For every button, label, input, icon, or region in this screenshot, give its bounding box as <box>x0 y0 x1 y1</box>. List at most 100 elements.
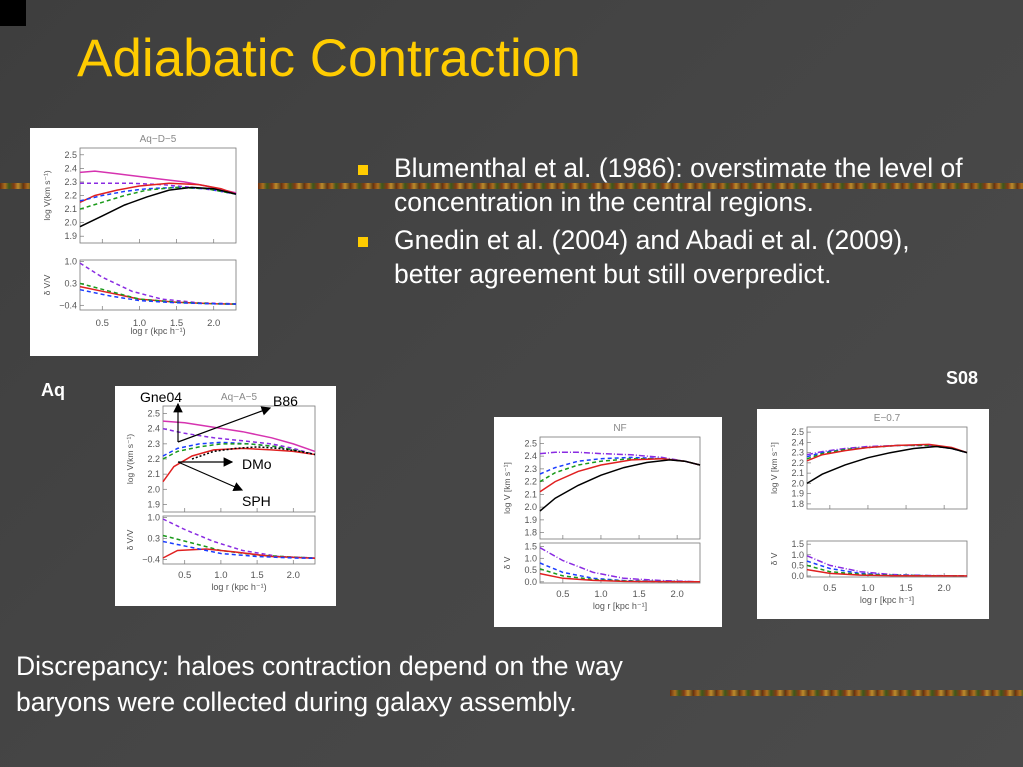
annotation-gne04: Gne04 <box>140 389 183 405</box>
y-tick-label-lower: 1.5 <box>524 542 537 552</box>
x-tick-label: 0.5 <box>96 318 109 329</box>
y-tick-label-lower: 0.0 <box>791 571 804 581</box>
chart-title: Aq−A−5 <box>221 392 258 403</box>
bullet-list: Blumenthal et al. (1986): overstimate th… <box>358 152 978 296</box>
y-axis-label-upper: log V [km s⁻¹] <box>769 442 779 494</box>
y-tick-label-upper: 1.8 <box>791 499 804 509</box>
series-line-lower <box>539 568 701 583</box>
lower-panel-frame <box>162 515 316 565</box>
y-tick-label-lower: 1.0 <box>147 513 160 523</box>
chart-e07-svg: E−0.72.52.42.32.22.12.01.91.81.51.00.50.… <box>769 413 968 605</box>
y-tick-label-upper: 2.2 <box>147 454 160 464</box>
x-tick-label: 1.5 <box>250 570 263 581</box>
chart-aq-a5-svg: Aq−A−5 2.5 2.4 2.3 2.2 2.1 2.0 1.9 1.0 0.3 −0.4 0.5… <box>125 392 316 592</box>
y-tick-label-upper: 2.0 <box>524 502 537 512</box>
x-tick-label: 1.5 <box>170 318 183 329</box>
y-axis-label-lower: δ V <box>502 556 512 569</box>
discrepancy-text: Discrepancy: haloes contraction depend o… <box>16 651 623 717</box>
series-line-lower <box>539 547 701 583</box>
bullet-square-icon <box>358 165 368 175</box>
series-line-upper <box>162 443 316 460</box>
y-tick-label-lower: 1.0 <box>524 553 537 563</box>
y-tick-label-upper: 2.3 <box>64 177 77 187</box>
bullet-square-icon <box>358 237 368 247</box>
y-tick-label-upper: 1.9 <box>64 231 77 241</box>
y-tick-label-upper: 2.1 <box>524 489 537 499</box>
x-tick-label: 2.0 <box>671 589 684 600</box>
series-line-lower <box>539 572 701 583</box>
chart-title: E−0.7 <box>874 413 901 424</box>
x-tick-label: 2.0 <box>287 570 300 581</box>
series-line-lower <box>162 540 316 560</box>
bullet-text: Blumenthal et al. (1986): overstimate th… <box>394 153 963 217</box>
annotation-b86: B86 <box>273 393 298 409</box>
x-tick-label: 0.5 <box>556 589 569 600</box>
bullet-item: Gnedin et al. (2004) and Abadi et al. (2… <box>358 224 978 291</box>
y-axis-label-upper: log V [km s⁻¹] <box>502 462 512 514</box>
y-tick-label-upper: 2.1 <box>791 468 804 478</box>
y-tick-label-upper: 1.9 <box>524 515 537 525</box>
plot-nf: NF 2.5 2.4 2.3 2.2 2.1 2.0 1.9 1.8 1.5 1.0 0.5 0.0 0.… <box>494 417 722 627</box>
x-tick-label: 1.0 <box>861 583 874 594</box>
slide-title: Adiabatic Contraction <box>77 29 581 88</box>
series-line-upper <box>806 444 968 456</box>
series-line-lower <box>79 262 237 305</box>
y-axis-label-lower: δ V <box>769 552 779 565</box>
y-tick-label-upper: 2.3 <box>524 464 537 474</box>
y-tick-label-upper: 2.5 <box>64 150 77 160</box>
series-line-upper <box>539 459 701 512</box>
y-tick-label-lower: −0.4 <box>59 300 77 310</box>
label-s08: S08 <box>946 368 979 388</box>
y-tick-label-lower: 0.3 <box>147 534 160 544</box>
y-tick-label-upper: 2.2 <box>524 477 537 487</box>
y-tick-label-upper: 2.0 <box>64 218 77 228</box>
decorative-stripe-bottom <box>670 690 1023 696</box>
x-tick-label: 0.5 <box>823 583 836 594</box>
series-line-upper <box>162 441 316 457</box>
chart-title: NF <box>613 423 626 434</box>
x-tick-label: 1.0 <box>214 570 227 581</box>
annotation-sph: SPH <box>242 493 271 509</box>
series-line-upper <box>806 445 968 485</box>
x-tick-label: 1.5 <box>899 583 912 594</box>
y-tick-label-lower: 1.5 <box>791 539 804 549</box>
x-axis-label: log r (kpc h⁻¹) <box>130 326 185 336</box>
chart-aq-d5-svg: Aq−D−5 2.5 2.4 2.3 2.2 2.1 2.0 1.9 1.0 0.3 −0.4 0.5… <box>42 134 237 336</box>
y-tick-label-upper: 2.3 <box>147 439 160 449</box>
plot-aq-d5: Aq−D−5 2.5 2.4 2.3 2.2 2.1 2.0 1.9 1.0 0.3 −0.4 0.5… <box>30 128 258 356</box>
y-axis-label-lower: δ V/V <box>125 529 135 550</box>
chart-title: Aq−D−5 <box>140 134 177 145</box>
y-tick-label-upper: 2.5 <box>524 438 537 448</box>
series-line-upper <box>79 182 237 203</box>
series-line-lower <box>806 568 967 577</box>
y-tick-label-upper: 2.0 <box>147 484 160 494</box>
x-tick-label: 1.0 <box>133 318 146 329</box>
y-tick-label-upper: 1.9 <box>147 499 160 509</box>
y-tick-label-lower: 0.3 <box>64 278 77 288</box>
series-line-upper <box>79 186 237 228</box>
y-tick-label-lower: 1.0 <box>791 550 804 560</box>
annotation-dmo: DMo <box>242 456 272 472</box>
y-tick-label-upper: 2.1 <box>147 469 160 479</box>
series-line-upper <box>79 186 237 210</box>
bullet-item: Blumenthal et al. (1986): overstimate th… <box>358 152 978 219</box>
y-tick-label-lower: 0.5 <box>524 565 537 575</box>
y-tick-label-upper: 2.2 <box>64 191 77 201</box>
series-line-lower <box>806 555 968 577</box>
series-line-upper <box>539 457 701 493</box>
x-tick-label: 1.0 <box>594 589 607 600</box>
y-axis-label-upper: log V(km s⁻¹) <box>42 170 52 220</box>
y-axis-label-lower: δ V/V <box>42 274 52 295</box>
decorative-stripe-top-left <box>0 183 30 189</box>
plot-aq-a5: Aq−A−5 2.5 2.4 2.3 2.2 2.1 2.0 1.9 1.0 0.3 −0.4 0.5… <box>115 386 336 606</box>
y-tick-label-upper: 2.4 <box>524 451 537 461</box>
series-line-upper <box>539 451 701 466</box>
x-tick-label: 0.5 <box>178 570 191 581</box>
y-tick-label-upper: 2.5 <box>147 409 160 419</box>
x-tick-label: 2.0 <box>207 318 220 329</box>
x-tick-label: 2.0 <box>938 583 951 594</box>
series-line-lower <box>162 548 316 560</box>
series-line-lower <box>79 288 237 305</box>
series-line-upper <box>806 443 968 462</box>
x-axis-label: log r [kpc h⁻¹] <box>593 601 647 611</box>
